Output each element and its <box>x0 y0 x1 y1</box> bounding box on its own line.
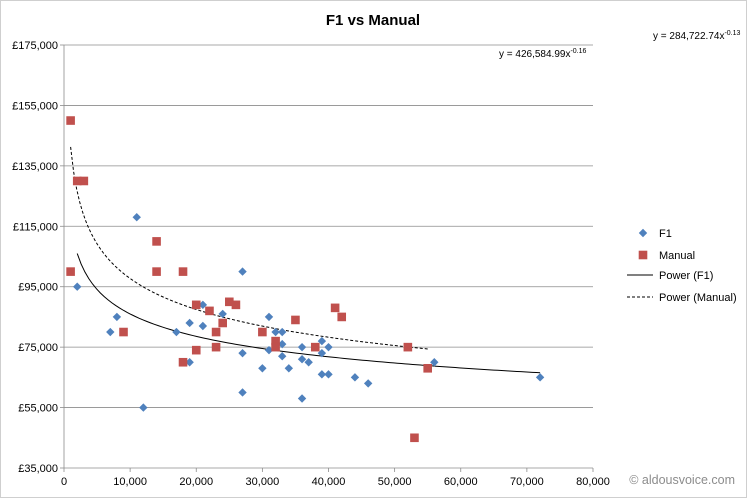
point-manual <box>152 267 161 276</box>
y-tick-label: £135,000 <box>12 161 58 173</box>
point-manual <box>178 357 188 367</box>
legend: F1 Manual Power (F1) Power (Manual) <box>627 228 737 304</box>
point-f1 <box>112 312 122 322</box>
point-manual <box>330 303 340 313</box>
point-f1 <box>238 388 247 397</box>
point-f1 <box>73 282 82 291</box>
point-f1 <box>218 309 227 319</box>
point-f1 <box>278 339 287 349</box>
point-f1 <box>238 267 247 276</box>
point-f1 <box>264 312 274 322</box>
point-manual <box>72 176 82 186</box>
x-tick-label: 40,000 <box>312 476 346 488</box>
point-manual <box>218 318 227 328</box>
point-f1 <box>535 373 545 382</box>
point-f1 <box>324 370 333 379</box>
point-manual <box>423 363 432 373</box>
point-f1 <box>172 327 181 337</box>
chart-title: F1 vs Manual <box>326 12 420 29</box>
x-tick-label: 80,000 <box>576 476 610 488</box>
point-manual <box>191 345 201 355</box>
y-tick-label: £115,000 <box>13 221 58 233</box>
legend-marker-manual <box>638 250 648 260</box>
point-f1 <box>324 342 333 352</box>
point-manual <box>258 327 267 337</box>
point-f1 <box>284 364 294 373</box>
point-manual <box>410 433 419 443</box>
point-f1 <box>297 342 307 352</box>
point-manual <box>310 342 320 352</box>
x-tick-label: 70,000 <box>510 476 544 488</box>
point-f1 <box>198 300 208 310</box>
point-manual <box>152 237 161 246</box>
point-f1 <box>317 370 327 379</box>
point-f1 <box>317 336 327 346</box>
x-tick-label: 0 <box>61 476 67 488</box>
y-tick-label: £95,000 <box>18 282 58 294</box>
point-f1 <box>350 373 360 382</box>
point-f1 <box>238 348 247 358</box>
point-f1 <box>185 358 194 367</box>
x-tick-label: 50,000 <box>378 476 412 488</box>
gridlines <box>64 44 593 408</box>
y-tick-label: £75,000 <box>18 342 58 354</box>
point-manual <box>119 327 128 337</box>
point-manual <box>337 312 347 322</box>
point-f1 <box>297 355 307 364</box>
point-f1 <box>264 345 274 355</box>
point-f1 <box>430 358 439 367</box>
x-tick-label: 10,000 <box>113 476 147 488</box>
point-f1 <box>258 364 267 373</box>
x-tick-label: 60,000 <box>444 476 478 488</box>
point-manual <box>225 297 234 307</box>
point-manual <box>403 342 413 352</box>
equation-manual: y = 426,584.99x-0.16 <box>499 48 587 60</box>
point-f1 <box>106 327 115 337</box>
trendline-manual <box>70 146 428 350</box>
watermark-text: © aldousvoice.com <box>629 473 735 487</box>
point-f1 <box>139 403 148 412</box>
point-f1 <box>132 213 141 222</box>
point-f1 <box>317 348 327 358</box>
x-tick-label: 20,000 <box>179 476 213 488</box>
point-f1 <box>297 394 307 403</box>
point-manual <box>231 300 241 310</box>
point-manual <box>211 342 221 352</box>
trendlines <box>70 146 541 374</box>
legend-marker-f1 <box>638 228 648 238</box>
point-f1 <box>185 318 194 328</box>
y-tick-label: £35,000 <box>18 463 58 475</box>
point-manual <box>205 306 214 316</box>
y-tick-label: £175,000 <box>12 40 58 52</box>
trendline-f1 <box>76 253 541 374</box>
trendline-equations: y = 284,722.74x-0.13 y = 426,584.99x-0.16 <box>499 30 741 60</box>
point-manual <box>66 267 75 276</box>
y-tick-label: £155,000 <box>12 100 58 112</box>
point-f1 <box>304 358 313 367</box>
point-f1 <box>278 327 287 337</box>
point-manual <box>191 300 201 310</box>
x-tick-label: 30,000 <box>246 476 280 488</box>
point-manual <box>178 267 188 276</box>
point-f1 <box>198 321 208 331</box>
point-manual <box>291 315 300 325</box>
point-manual <box>66 116 75 125</box>
point-f1 <box>271 327 280 337</box>
point-manual <box>79 176 89 186</box>
equation-f1: y = 284,722.74x-0.13 <box>653 30 741 42</box>
point-manual <box>271 336 280 346</box>
axes: £35,000 £55,000 £75,000 £95,000 £115,000 £135… <box>12 40 610 488</box>
legend-label-power-manual: Power (Manual) <box>659 292 737 304</box>
point-f1 <box>363 379 373 388</box>
point-manual <box>271 342 280 352</box>
legend-label-f1: F1 <box>659 228 672 240</box>
data-points <box>66 116 545 443</box>
point-f1 <box>278 352 287 361</box>
point-manual <box>211 327 221 337</box>
legend-label-manual: Manual <box>659 250 695 262</box>
y-tick-label: £55,000 <box>18 403 58 415</box>
legend-label-power-f1: Power (F1) <box>659 270 713 282</box>
